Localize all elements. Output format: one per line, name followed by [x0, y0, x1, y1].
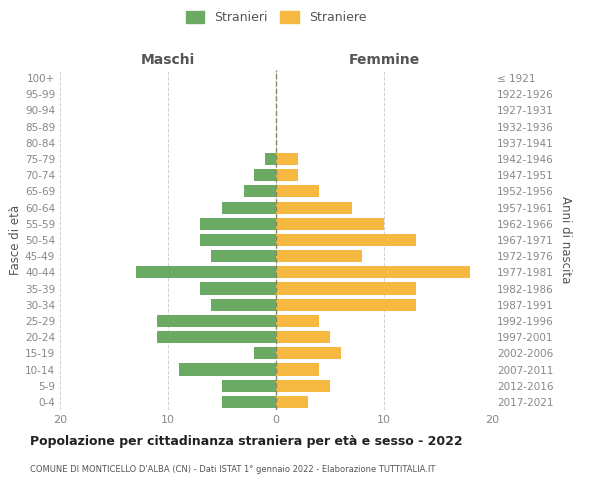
Bar [265, 153, 276, 165]
Bar [222, 380, 276, 392]
Text: Popolazione per cittadinanza straniera per età e sesso - 2022: Popolazione per cittadinanza straniera p… [30, 435, 463, 448]
Bar [254, 169, 276, 181]
Bar [276, 169, 298, 181]
Bar [211, 298, 276, 311]
Bar [222, 202, 276, 213]
Bar [211, 250, 276, 262]
Legend: Stranieri, Straniere: Stranieri, Straniere [185, 11, 367, 24]
Bar [244, 186, 276, 198]
Y-axis label: Anni di nascita: Anni di nascita [559, 196, 572, 284]
Bar [276, 202, 352, 213]
Bar [276, 331, 330, 343]
Bar [276, 234, 416, 246]
Text: COMUNE DI MONTICELLO D'ALBA (CN) - Dati ISTAT 1° gennaio 2022 - Elaborazione TUT: COMUNE DI MONTICELLO D'ALBA (CN) - Dati … [30, 465, 436, 474]
Bar [276, 218, 384, 230]
Bar [157, 331, 276, 343]
Y-axis label: Fasce di età: Fasce di età [9, 205, 22, 275]
Bar [276, 266, 470, 278]
Bar [179, 364, 276, 376]
Bar [276, 364, 319, 376]
Bar [136, 266, 276, 278]
Bar [200, 218, 276, 230]
Bar [276, 396, 308, 408]
Text: Maschi: Maschi [141, 54, 195, 68]
Bar [276, 282, 416, 294]
Bar [254, 348, 276, 360]
Bar [222, 396, 276, 408]
Bar [276, 380, 330, 392]
Bar [157, 315, 276, 327]
Bar [276, 298, 416, 311]
Bar [276, 153, 298, 165]
Bar [276, 348, 341, 360]
Bar [200, 282, 276, 294]
Bar [276, 250, 362, 262]
Bar [200, 234, 276, 246]
Text: Femmine: Femmine [349, 54, 419, 68]
Bar [276, 315, 319, 327]
Bar [276, 186, 319, 198]
